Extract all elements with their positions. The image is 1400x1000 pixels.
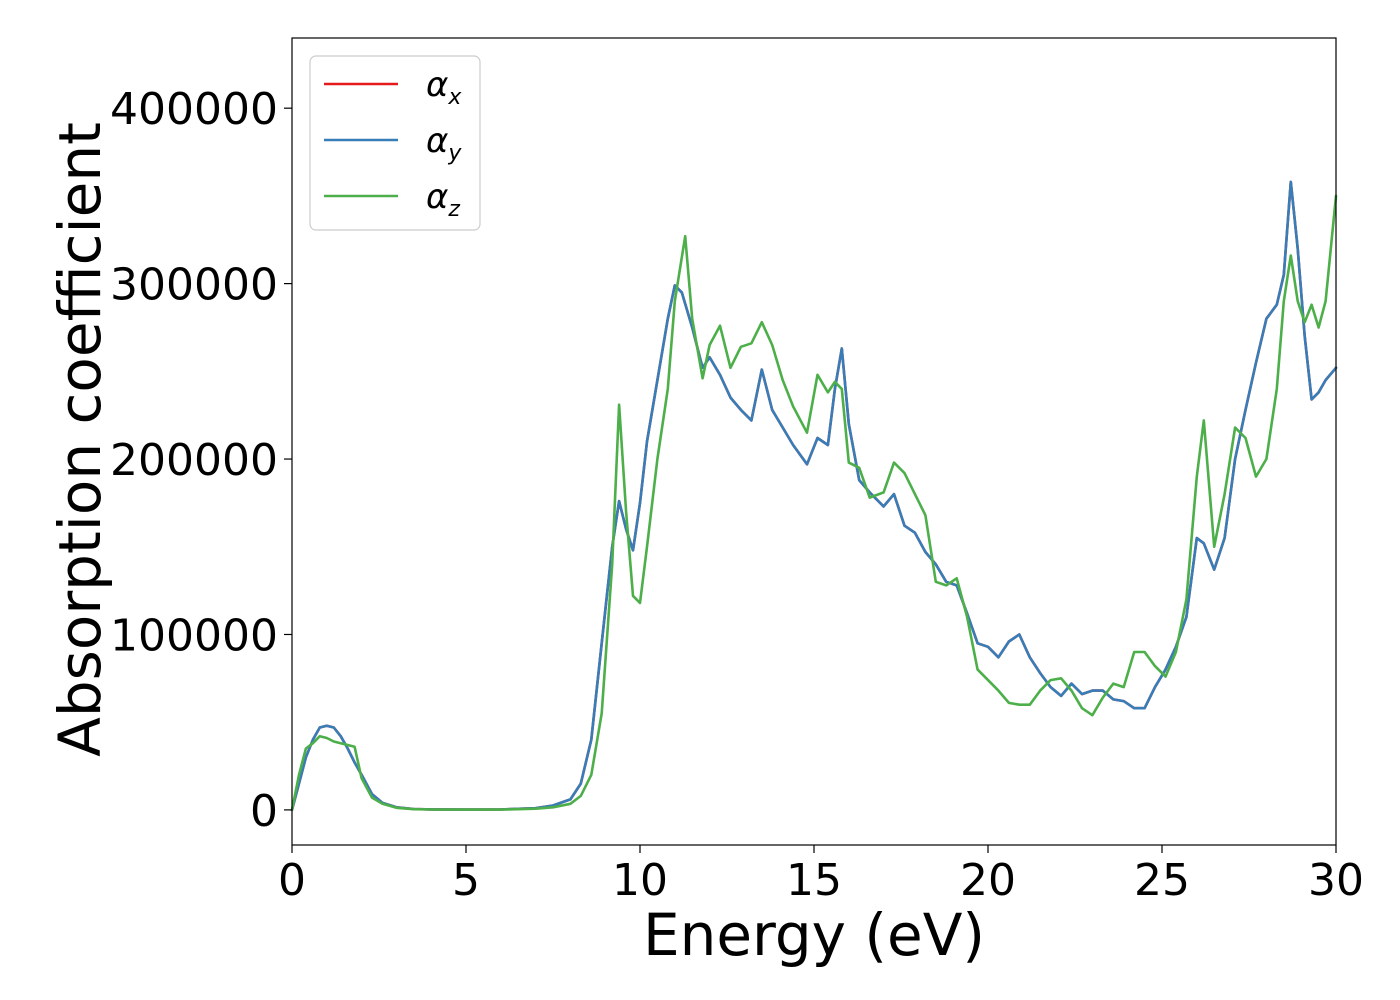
x-tick-label: 15 (786, 855, 842, 906)
legend-box (309, 55, 481, 231)
x-tick-label: 10 (612, 855, 668, 906)
x-tick-label: 20 (960, 855, 1016, 906)
y-axis-title: Absorption coefficient (46, 122, 114, 757)
x-tick-label: 30 (1308, 855, 1364, 906)
y-tick-label: 0 (250, 786, 278, 837)
x-tick-label: 0 (278, 855, 306, 906)
series-line-alpha-z (290, 194, 1338, 812)
y-tick-label: 300000 (110, 260, 278, 311)
y-axis-ticks: 0 100000 200000 300000 400000 (110, 84, 292, 837)
legend-label-alpha-x: αx (426, 65, 462, 110)
x-tick-label: 25 (1134, 855, 1190, 906)
y-tick-label: 100000 (110, 610, 278, 661)
x-axis-title: Energy (eV) (643, 901, 985, 969)
y-tick-label: 200000 (110, 435, 278, 486)
y-tick-label: 400000 (110, 84, 278, 135)
series-layer (290, 180, 1338, 812)
x-tick-label: 5 (452, 855, 480, 906)
x-axis-ticks: 0 5 10 15 20 25 30 (278, 845, 1364, 906)
